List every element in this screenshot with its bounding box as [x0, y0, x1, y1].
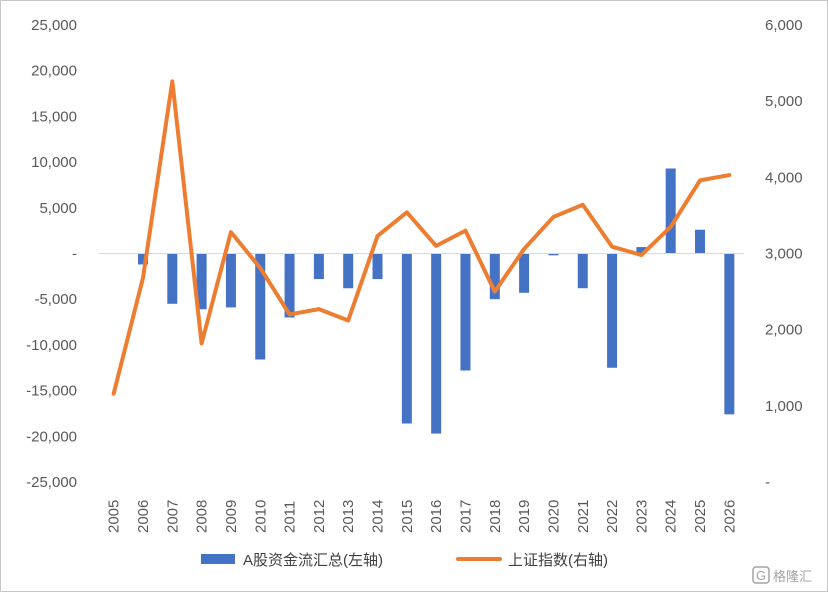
x-tick-label: 2023 — [633, 500, 650, 533]
right-tick-label: 3,000 — [765, 246, 803, 263]
left-tick-label: 5,000 — [39, 200, 77, 217]
x-tick-label: 2017 — [457, 500, 474, 533]
x-tick-label: 2016 — [428, 500, 445, 533]
x-tick-label: 2019 — [516, 500, 533, 533]
bar-2014 — [373, 254, 383, 280]
x-tick-label: 2007 — [164, 500, 181, 533]
left-axis-ticks: 25,000 20,000 15,000 10,000 5,000 - -5,000 -10,… — [26, 17, 77, 491]
x-tick-label: 2011 — [282, 501, 299, 533]
right-tick-label: 6,000 — [765, 17, 803, 34]
right-tick-label: 4,000 — [765, 169, 803, 186]
x-tick-label: 2015 — [399, 500, 416, 533]
bar-series — [109, 169, 735, 434]
right-tick-label: - — [765, 474, 770, 491]
right-tick-label: 5,000 — [765, 93, 803, 110]
left-tick-label: -15,000 — [26, 383, 77, 400]
legend-bar-swatch — [201, 554, 235, 564]
bar-2017 — [460, 254, 470, 371]
x-tick-label: 2024 — [663, 500, 680, 533]
x-tick-label: 2009 — [223, 500, 240, 533]
left-tick-label: 20,000 — [31, 63, 77, 80]
x-tick-label: 2020 — [545, 500, 562, 533]
x-tick-label: 2022 — [604, 500, 621, 533]
left-tick-label: -25,000 — [26, 474, 77, 491]
bar-2019 — [519, 254, 529, 293]
left-tick-label: 15,000 — [31, 108, 77, 125]
x-tick-label: 2026 — [721, 500, 738, 533]
legend: A股资金流汇总(左轴) 上证指数(右轴) — [201, 552, 608, 569]
right-tick-label: 2,000 — [765, 322, 803, 339]
legend-bar-label: A股资金流汇总(左轴) — [243, 552, 383, 569]
bar-2016 — [431, 254, 441, 434]
bar-2009 — [226, 254, 236, 308]
x-tick-label: 2021 — [575, 500, 592, 533]
x-tick-label: 2010 — [252, 500, 269, 533]
left-tick-label: 25,000 — [31, 17, 77, 34]
bar-2022 — [607, 254, 617, 368]
watermark-logo-glyph: G — [756, 568, 766, 583]
right-axis-ticks: 6,000 5,000 4,000 3,000 2,000 1,000 - — [765, 17, 803, 491]
left-tick-label: -10,000 — [26, 337, 77, 354]
bar-2012 — [314, 254, 324, 280]
x-axis-ticks: 2005 2006 2007 2008 2009 2010 2011 2012 2013 2014… — [106, 500, 739, 533]
x-tick-label: 2014 — [370, 500, 387, 533]
x-tick-label: 2006 — [135, 500, 152, 533]
bar-2013 — [343, 254, 353, 289]
bar-2025 — [695, 230, 705, 254]
watermark-text: 格隆汇 — [773, 569, 812, 584]
x-tick-label: 2025 — [692, 500, 709, 533]
x-tick-label: 2018 — [487, 500, 504, 533]
bar-2026 — [724, 254, 734, 415]
bar-2015 — [402, 254, 412, 424]
x-tick-label: 2008 — [194, 500, 211, 533]
line-series — [114, 81, 730, 393]
left-tick-label: - — [72, 246, 77, 263]
x-tick-label: 2013 — [340, 500, 357, 533]
bar-2024 — [666, 169, 676, 254]
right-tick-label: 1,000 — [765, 398, 803, 415]
x-tick-label: 2012 — [311, 500, 328, 533]
bar-2021 — [578, 254, 588, 289]
left-tick-label: 10,000 — [31, 154, 77, 171]
legend-line-label: 上证指数(右轴) — [508, 552, 608, 569]
bar-2007 — [167, 254, 177, 304]
left-tick-label: -20,000 — [26, 428, 77, 445]
left-tick-label: -5,000 — [34, 291, 77, 308]
x-tick-label: 2005 — [106, 500, 123, 533]
watermark: G 格隆汇 — [753, 567, 812, 584]
index-line — [114, 81, 730, 393]
